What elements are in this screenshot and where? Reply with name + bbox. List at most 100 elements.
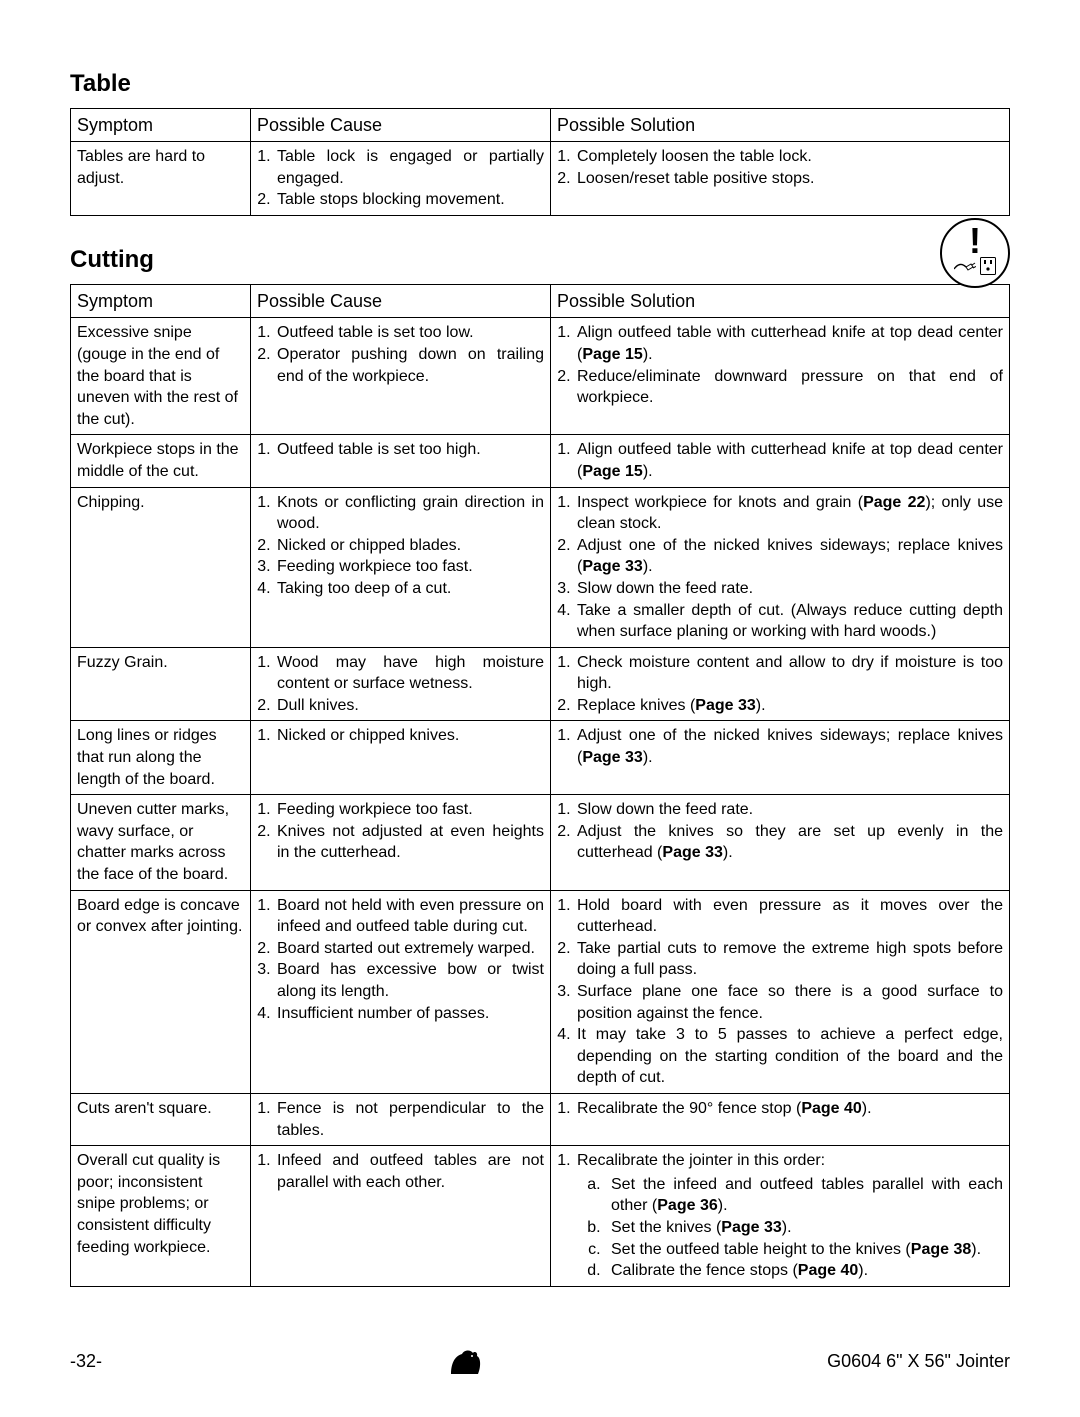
list-item: Nicked or chipped blades. (275, 535, 544, 557)
symptom-cell: Uneven cutter marks, wavy surface, or ch… (71, 795, 251, 890)
list-item: Set the knives (Page 33). (605, 1217, 1003, 1239)
list-item: Wood may have high moisture content or s… (275, 652, 544, 695)
troubleshoot-table-table: Symptom Possible Cause Possible Solution… (70, 108, 1010, 216)
list-item: Infeed and outfeed tables are not parall… (275, 1150, 544, 1193)
cause-cell: Wood may have high moisture content or s… (251, 647, 551, 721)
solution-cell: Inspect workpiece for knots and grain (P… (551, 487, 1010, 647)
table-row: Fuzzy Grain. Wood may have high moisture … (71, 647, 1010, 721)
th-solution: Possible Solution (551, 109, 1010, 142)
solution-cell: Hold board with even pressure as it move… (551, 890, 1010, 1093)
list-item: Taking too deep of a cut. (275, 578, 544, 600)
list-item: Slow down the feed rate. (575, 799, 1003, 821)
table-row: Long lines or ridges that run along the … (71, 721, 1010, 795)
troubleshoot-table-cutting: Symptom Possible Cause Possible Solution… (70, 284, 1010, 1287)
list-item: Align outfeed table with cutterhead knif… (575, 322, 1003, 365)
table-row: Board edge is concave or convex after jo… (71, 890, 1010, 1093)
list-item: Completely loosen the table lock. (575, 146, 1003, 168)
cause-cell: Feeding workpiece too fast.Knives not ad… (251, 795, 551, 890)
solution-cell: Recalibrate the 90° fence stop (Page 40)… (551, 1093, 1010, 1145)
table-row: Overall cut quality is poor; inconsisten… (71, 1146, 1010, 1287)
cause-cell: Infeed and outfeed tables are not parall… (251, 1146, 551, 1287)
symptom-cell: Fuzzy Grain. (71, 647, 251, 721)
cord-plug-icon (954, 259, 976, 273)
table-row: Uneven cutter marks, wavy surface, or ch… (71, 795, 1010, 890)
th-solution: Possible Solution (551, 285, 1010, 318)
list-item: Feeding workpiece too fast. (275, 799, 544, 821)
list-item: Take a smaller depth of cut. (Always red… (575, 600, 1003, 643)
symptom-cell: Long lines or ridges that run along the … (71, 721, 251, 795)
unplug-warning-icon: ! (940, 218, 1010, 288)
list-item: Recalibrate the jointer in this order:Se… (575, 1150, 1003, 1282)
list-item: Fence is not perpendicular to the tables… (275, 1098, 544, 1141)
list-item: Adjust the knives so they are set up eve… (575, 821, 1003, 864)
cause-cell: Table lock is engaged or partially engag… (251, 142, 551, 216)
list-item: Table lock is engaged or partially engag… (275, 146, 544, 189)
list-item: Surface plane one face so there is a goo… (575, 981, 1003, 1024)
list-item: Set the infeed and outfeed tables parall… (605, 1174, 1003, 1217)
solution-cell: Slow down the feed rate.Adjust the knive… (551, 795, 1010, 890)
list-item: Hold board with even pressure as it move… (575, 895, 1003, 938)
list-item: Nicked or chipped knives. (275, 725, 544, 747)
section-title-cutting: Cutting (70, 246, 1010, 274)
model-label: G0604 6" X 56" Jointer (827, 1351, 1010, 1372)
solution-cell: Completely loosen the table lock.Loosen/… (551, 142, 1010, 216)
grizzly-bear-logo (448, 1347, 482, 1377)
page-footer: -32- G0604 6" X 56" Jointer (70, 1347, 1010, 1377)
list-item: Reduce/eliminate downward pressure on th… (575, 366, 1003, 409)
table-row: Excessive snipe (gouge in the end of the… (71, 318, 1010, 435)
list-item: Loosen/reset table positive stops. (575, 168, 1003, 190)
symptom-cell: Chipping. (71, 487, 251, 647)
outlet-icon (980, 257, 996, 275)
th-cause: Possible Cause (251, 285, 551, 318)
symptom-cell: Tables are hard to adjust. (71, 142, 251, 216)
cause-cell: Outfeed table is set too high. (251, 435, 551, 487)
list-item: Replace knives (Page 33). (575, 695, 1003, 717)
list-item: Calibrate the fence stops (Page 40). (605, 1260, 1003, 1282)
table-row: Workpiece stops in the middle of the cut… (71, 435, 1010, 487)
table-row: Chipping. Knots or conflicting grain dire… (71, 487, 1010, 647)
list-item: Feeding workpiece too fast. (275, 556, 544, 578)
cause-cell: Outfeed table is set too low.Operator pu… (251, 318, 551, 435)
list-item: Insufficient number of passes. (275, 1003, 544, 1025)
cause-cell: Board not held with even pressure on inf… (251, 890, 551, 1093)
cause-cell: Fence is not perpendicular to the tables… (251, 1093, 551, 1145)
th-symptom: Symptom (71, 109, 251, 142)
list-item: Knives not adjusted at even heights in t… (275, 821, 544, 864)
symptom-cell: Board edge is concave or convex after jo… (71, 890, 251, 1093)
solution-cell: Adjust one of the nicked knives sideways… (551, 721, 1010, 795)
solution-cell: Align outfeed table with cutterhead knif… (551, 435, 1010, 487)
table-row: Tables are hard to adjust. Table lock is … (71, 142, 1010, 216)
solution-cell: Recalibrate the jointer in this order:Se… (551, 1146, 1010, 1287)
symptom-cell: Workpiece stops in the middle of the cut… (71, 435, 251, 487)
cause-cell: Knots or conflicting grain direction in … (251, 487, 551, 647)
list-item: Align outfeed table with cutterhead knif… (575, 439, 1003, 482)
list-item: Inspect workpiece for knots and grain (P… (575, 492, 1003, 535)
solution-cell: Align outfeed table with cutterhead knif… (551, 318, 1010, 435)
list-item: Check moisture content and allow to dry … (575, 652, 1003, 695)
solution-cell: Check moisture content and allow to dry … (551, 647, 1010, 721)
list-item: Outfeed table is set too low. (275, 322, 544, 344)
th-symptom: Symptom (71, 285, 251, 318)
list-item: Take partial cuts to remove the extreme … (575, 938, 1003, 981)
list-item: Board not held with even pressure on inf… (275, 895, 544, 938)
list-item: Slow down the feed rate. (575, 578, 1003, 600)
list-item: Table stops blocking movement. (275, 189, 544, 211)
list-item: Dull knives. (275, 695, 544, 717)
list-item: Adjust one of the nicked knives sideways… (575, 725, 1003, 768)
list-item: Board started out extremely warped. (275, 938, 544, 960)
list-item: It may take 3 to 5 passes to achieve a p… (575, 1024, 1003, 1089)
list-item: Recalibrate the 90° fence stop (Page 40)… (575, 1098, 1003, 1120)
list-item: Knots or conflicting grain direction in … (275, 492, 544, 535)
section-title-table: Table (70, 70, 1010, 98)
list-item: Operator pushing down on trailing end of… (275, 344, 544, 387)
list-item: Set the outfeed table height to the kniv… (605, 1239, 1003, 1261)
symptom-cell: Excessive snipe (gouge in the end of the… (71, 318, 251, 435)
list-item: Adjust one of the nicked knives sideways… (575, 535, 1003, 578)
list-item: Outfeed table is set too high. (275, 439, 544, 461)
cause-cell: Nicked or chipped knives. (251, 721, 551, 795)
table-row: Cuts aren't square. Fence is not perpendi… (71, 1093, 1010, 1145)
symptom-cell: Overall cut quality is poor; inconsisten… (71, 1146, 251, 1287)
exclamation-icon: ! (969, 227, 981, 256)
page-number: -32- (70, 1351, 102, 1372)
symptom-cell: Cuts aren't square. (71, 1093, 251, 1145)
